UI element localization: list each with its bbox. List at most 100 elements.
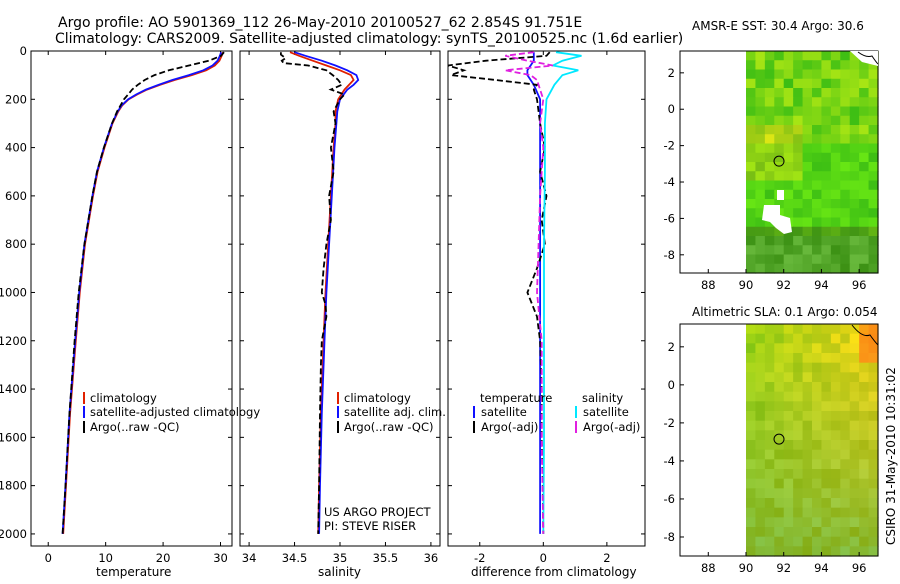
- map-cell: [812, 51, 823, 61]
- map-cell: [764, 411, 775, 422]
- map-cell: [764, 488, 775, 499]
- map-cell: [746, 324, 757, 335]
- map-cell: [764, 97, 775, 108]
- missing-data-patch: [762, 205, 792, 234]
- map-cell: [868, 162, 879, 172]
- map-cell: [812, 208, 823, 219]
- map-cell: [755, 536, 766, 547]
- map-cell: [840, 440, 851, 451]
- map-cell: [821, 226, 832, 237]
- map-cell: [868, 208, 879, 219]
- map-cell: [812, 171, 823, 182]
- map-cell: [840, 180, 851, 191]
- map-cell: [830, 517, 841, 528]
- map-cell: [849, 254, 860, 265]
- temperature-xlabel: temperature: [96, 565, 171, 579]
- map-cell: [774, 88, 785, 98]
- map-cell: [793, 517, 804, 528]
- map-cell: [793, 382, 804, 393]
- map-cell: [830, 449, 841, 460]
- map-cell: [849, 459, 860, 470]
- map-cell: [755, 125, 766, 135]
- map-cell: [774, 343, 785, 354]
- map-cell: [783, 171, 794, 182]
- y-tick-label: 600: [5, 189, 27, 203]
- map-cell: [783, 134, 794, 145]
- map-cell: [793, 162, 804, 172]
- map-cell: [755, 171, 766, 182]
- map-cell: [774, 459, 785, 470]
- map-cell: [755, 333, 766, 344]
- map-cell: [793, 180, 804, 191]
- map-cell: [802, 488, 813, 499]
- map-cell: [783, 420, 794, 431]
- map-cell: [830, 78, 841, 89]
- sla-map: 88 90 92 94 96 2 0 -2 -4 -6 -8: [664, 323, 879, 575]
- map-cell: [783, 449, 794, 460]
- map-cell: [830, 152, 841, 163]
- map-cell: [868, 199, 879, 209]
- map-cell: [849, 97, 860, 108]
- map-cell: [793, 353, 804, 364]
- x-tick-label: 10: [98, 551, 113, 565]
- map-cell: [793, 51, 804, 61]
- map-cell: [793, 478, 804, 489]
- map-cell: [868, 430, 879, 441]
- map-cell: [802, 498, 813, 509]
- map-cell: [802, 333, 813, 344]
- map-cell: [830, 401, 841, 412]
- map-cell: [812, 254, 823, 265]
- map-cell: [755, 245, 766, 256]
- map-cell: [859, 372, 870, 383]
- map-cell: [746, 115, 757, 126]
- map-cell: [774, 469, 785, 480]
- map-cell: [746, 106, 757, 117]
- map-cell: [746, 449, 757, 460]
- map-cell: [812, 199, 823, 209]
- map-cell: [840, 382, 851, 393]
- map-cell: [812, 488, 823, 499]
- map-cell: [859, 401, 870, 412]
- map-cell: [774, 391, 785, 402]
- map-cell: [793, 391, 804, 402]
- map-cell: [793, 78, 804, 89]
- map-cell: [755, 527, 766, 538]
- map-cell: [868, 353, 879, 364]
- map-cell: [764, 362, 775, 373]
- map-cell: [821, 162, 832, 172]
- map-cell: [840, 263, 851, 274]
- map-cell: [774, 236, 785, 246]
- map-cell: [849, 411, 860, 422]
- map-cell: [821, 171, 832, 182]
- map-cell: [859, 343, 870, 354]
- map-cell: [812, 469, 823, 480]
- map-cell: [783, 69, 794, 80]
- map-cell: [821, 60, 832, 71]
- map-cell: [849, 51, 860, 61]
- map-cell: [783, 162, 794, 172]
- map-cell: [849, 372, 860, 383]
- map-cell: [840, 478, 851, 489]
- map-cell: [849, 189, 860, 200]
- map-cell: [793, 134, 804, 145]
- map-cell: [821, 254, 832, 265]
- map-cell: [802, 420, 813, 431]
- map-cell: [774, 440, 785, 451]
- map-cell: [859, 208, 870, 219]
- map-cell: [821, 517, 832, 528]
- map-cell: [783, 152, 794, 163]
- map-cell: [859, 536, 870, 547]
- map-cell: [859, 478, 870, 489]
- map-cell: [859, 459, 870, 470]
- y-tick-label: 800: [5, 237, 27, 251]
- map-cell: [859, 527, 870, 538]
- map-cell: [821, 420, 832, 431]
- map-cell: [746, 97, 757, 108]
- map-cell: [849, 236, 860, 246]
- map-cell: [859, 449, 870, 460]
- map-cell: [830, 88, 841, 98]
- map-cell: [840, 152, 851, 163]
- map-cell: [802, 78, 813, 89]
- map-cell: [764, 498, 775, 509]
- map-cell: [774, 60, 785, 71]
